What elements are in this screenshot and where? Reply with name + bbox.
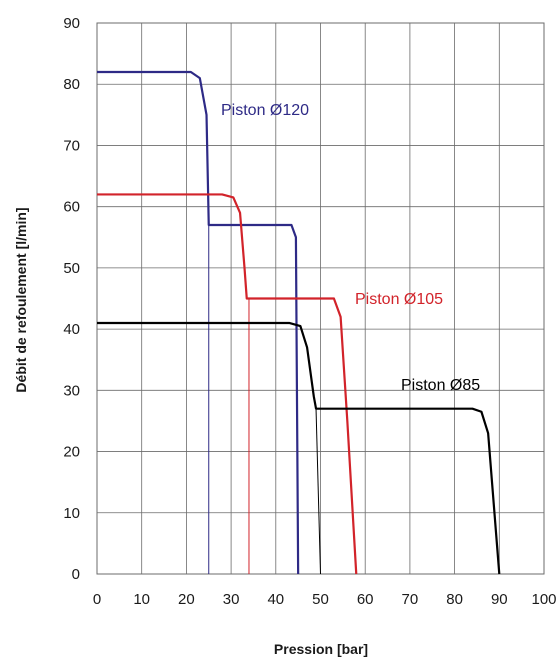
- series-line-105: [97, 193, 358, 575]
- y-tick-label: 60: [63, 199, 80, 216]
- x-tick-label: 80: [446, 591, 463, 608]
- x-axis-label: Pression [bar]: [274, 641, 368, 657]
- y-tick-label: 10: [63, 505, 80, 522]
- series-label-piston-85: Piston Ø85: [401, 377, 480, 394]
- x-tick-label: 90: [491, 591, 508, 608]
- x-tick-label: 60: [357, 591, 374, 608]
- series-line-85: [97, 321, 501, 575]
- x-tick-label: 70: [402, 591, 419, 608]
- x-tick-label: 100: [531, 591, 556, 608]
- x-tick-label: 30: [223, 591, 240, 608]
- y-tick-label: 30: [63, 382, 80, 399]
- y-axis-label: Débit de refoulement [l/min]: [13, 207, 29, 392]
- x-tick-label: 20: [178, 591, 195, 608]
- y-tick-label: 70: [63, 137, 80, 154]
- x-tick-label: 10: [133, 591, 150, 608]
- series-label-piston-120: Piston Ø120: [221, 102, 309, 119]
- x-tick-label: 50: [312, 591, 329, 608]
- y-tick-label: 40: [63, 321, 80, 338]
- series-line-120: [97, 70, 300, 575]
- x-tick-label: 40: [267, 591, 284, 608]
- y-tick-label: 90: [63, 15, 80, 32]
- y-tick-labels: 0 10 20 30 40 50 60 70 80 90: [63, 15, 80, 583]
- y-tick-label: 0: [72, 566, 80, 583]
- series-cutoff-line-85: [315, 408, 321, 575]
- x-tick-label: 0: [93, 591, 101, 608]
- series-layer: [97, 70, 501, 575]
- y-tick-label: 20: [63, 444, 80, 461]
- y-tick-label: 50: [63, 260, 80, 277]
- series-label-piston-105: Piston Ø105: [355, 291, 443, 308]
- y-tick-label: 80: [63, 76, 80, 93]
- x-tick-labels: 0 10 20 30 40 50 60 70 80 90 100: [93, 591, 557, 608]
